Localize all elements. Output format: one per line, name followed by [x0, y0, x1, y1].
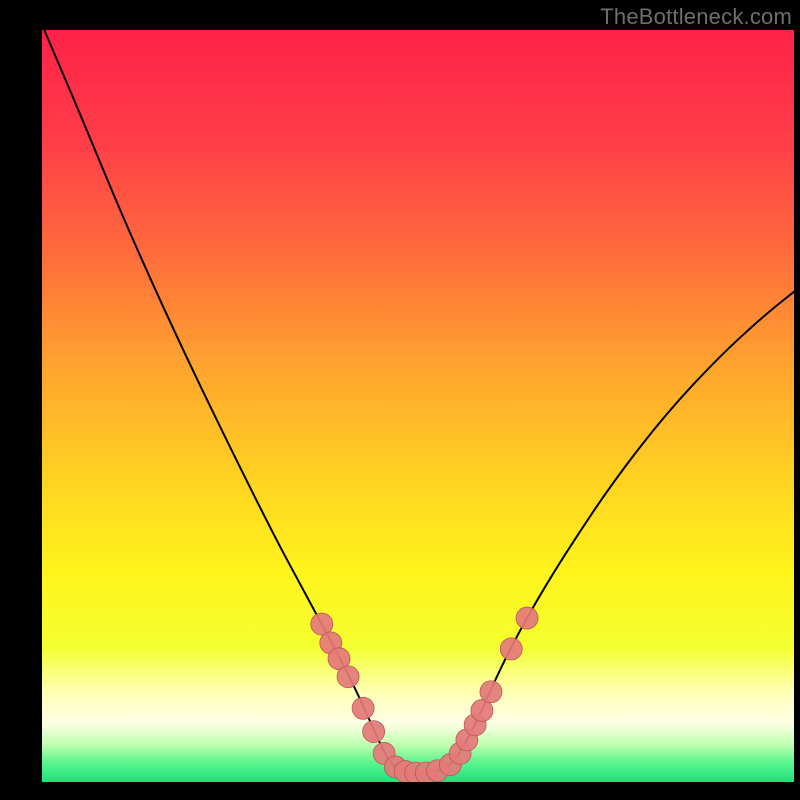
marker-point: [516, 607, 538, 629]
watermark-text: TheBottleneck.com: [600, 4, 792, 30]
marker-point: [500, 638, 522, 660]
marker-point: [480, 681, 502, 703]
marker-point: [352, 697, 374, 719]
v-curve: [44, 30, 794, 772]
markers-group: [311, 607, 538, 782]
plot-area: [42, 30, 794, 782]
chart-canvas: TheBottleneck.com: [0, 0, 800, 800]
curve-layer: [42, 30, 794, 782]
marker-point: [363, 721, 385, 743]
marker-point: [337, 666, 359, 688]
